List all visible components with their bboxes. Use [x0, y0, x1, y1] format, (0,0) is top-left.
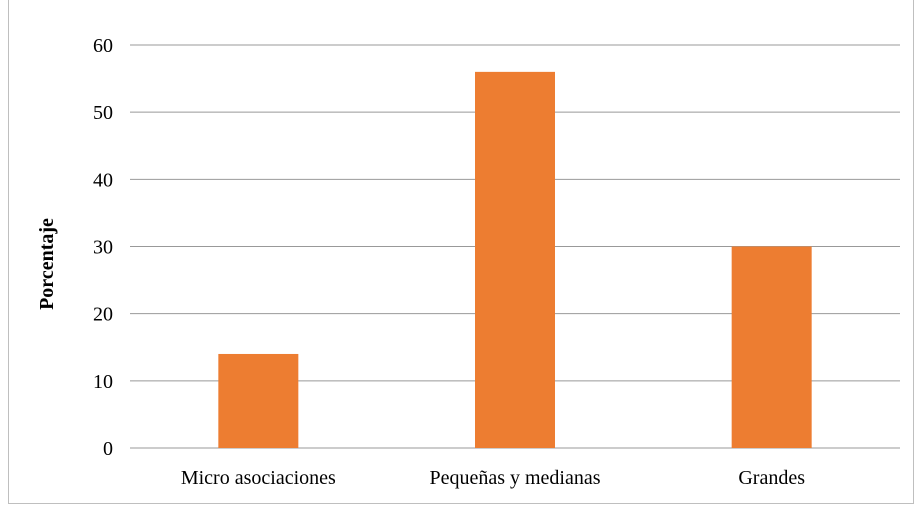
y-tick-label: 20 — [93, 304, 113, 326]
x-tick-labels: Micro asociaciones Pequeñas y medianas Gra… — [181, 467, 805, 489]
bars — [218, 71, 812, 448]
y-tick-label: 30 — [93, 237, 113, 259]
y-axis-title: Porcentaje — [36, 218, 58, 310]
y-tick-label: 40 — [93, 169, 113, 191]
x-tick-label: Grandes — [738, 467, 805, 489]
y-tick-label: 10 — [93, 371, 113, 393]
bar — [218, 353, 299, 448]
y-tick-label: 0 — [103, 438, 113, 460]
y-tick-label: 50 — [93, 102, 113, 124]
bar — [475, 71, 555, 448]
bar — [731, 246, 812, 448]
x-tick-label: Pequeñas y medianas — [429, 467, 600, 489]
y-tick-label: 60 — [93, 35, 113, 57]
x-tick-label: Micro asociaciones — [181, 467, 336, 489]
y-tick-labels: 0 10 20 30 40 50 60 — [93, 35, 113, 460]
